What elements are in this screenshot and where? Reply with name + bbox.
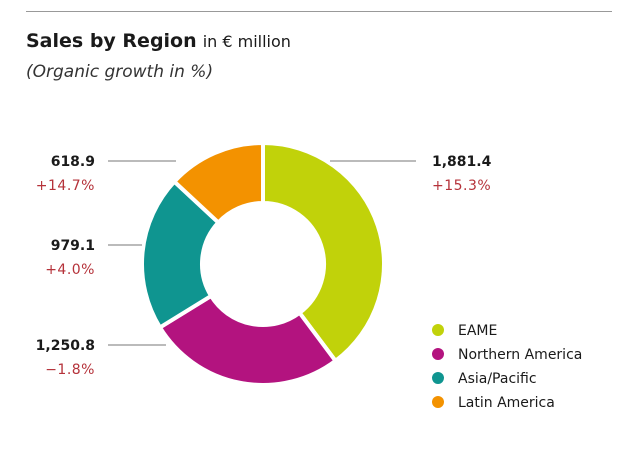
legend-label: EAME — [458, 323, 497, 339]
slice-latin-america — [171, 140, 265, 226]
growth-label: +4.0% — [45, 262, 95, 278]
legend-label: Asia/Pacific — [458, 371, 537, 387]
value-label: 618.9 — [51, 154, 95, 170]
value-label: 1,881.4 — [432, 154, 492, 170]
slice-northern-america — [157, 293, 339, 387]
title-unit: in € million — [202, 32, 291, 51]
legend-swatch — [432, 372, 444, 384]
legend-label: Northern America — [458, 347, 582, 363]
title-main: Sales by Region — [26, 30, 197, 52]
growth-label: +15.3% — [432, 178, 491, 194]
chart-subtitle: (Organic growth in %) — [26, 62, 214, 82]
legend-swatch — [432, 348, 444, 360]
top-divider — [26, 11, 612, 12]
growth-label: +14.7% — [36, 178, 95, 194]
slice-eame — [261, 140, 386, 364]
legend-label: Latin America — [458, 395, 555, 411]
value-label: 1,250.8 — [36, 338, 95, 354]
slice-asia-pacific — [140, 178, 222, 331]
legend-swatch — [432, 324, 444, 336]
chart-title: Sales by Region in € million — [26, 30, 291, 52]
value-label: 979.1 — [51, 238, 95, 254]
legend-swatch — [432, 396, 444, 408]
growth-label: −1.8% — [45, 362, 95, 378]
